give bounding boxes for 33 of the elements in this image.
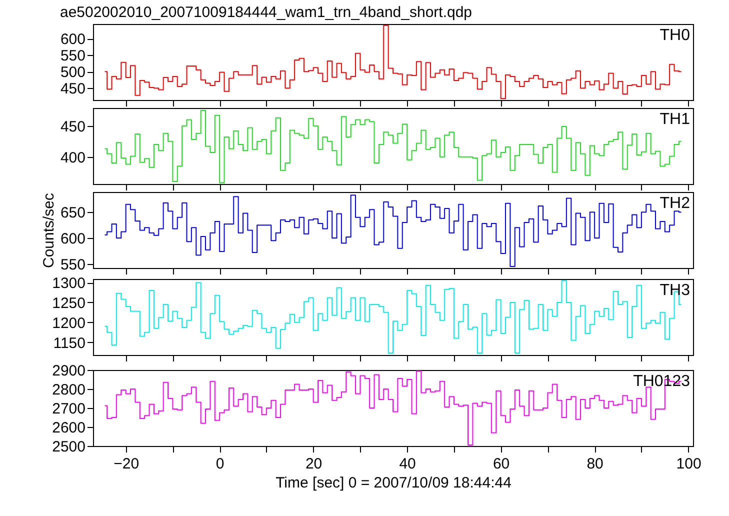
y-tick-label: 450 <box>60 80 86 98</box>
y-tick-label: 550 <box>60 48 86 65</box>
x-tick-label: 80 <box>586 456 604 472</box>
y-tick-label: 550 <box>60 256 86 274</box>
x-tick-label: 100 <box>676 456 702 472</box>
x-tick-label: 40 <box>399 456 416 472</box>
y-tick-label: 2600 <box>52 420 86 436</box>
y-tick-label: 600 <box>60 31 86 48</box>
y-tick-label: 400 <box>60 149 86 166</box>
series-label: TH0123 <box>633 373 690 390</box>
y-tick-label: 600 <box>60 230 86 248</box>
x-axis-title: Time [sec] 0 = 2007/10/09 18:44:44 <box>276 474 512 492</box>
y-tick-label: 2900 <box>52 362 86 380</box>
series-label: TH0 <box>660 27 690 44</box>
y-tick-label: 2700 <box>52 400 86 418</box>
y-tick-label: 2800 <box>52 382 86 398</box>
series-label: TH2 <box>660 195 690 212</box>
y-tick-label: 500 <box>60 64 86 82</box>
y-tick-label: 1200 <box>52 314 86 332</box>
y-tick-label: 1150 <box>53 334 86 352</box>
series-label: TH1 <box>660 111 690 128</box>
x-tick-label: 60 <box>492 456 510 472</box>
y-tick-label: 1300 <box>52 275 86 292</box>
y-tick-label: 450 <box>60 118 86 136</box>
y-tick-label: 650 <box>60 204 86 222</box>
x-tick-label: 0 <box>216 456 224 472</box>
series-label: TH3 <box>660 282 690 299</box>
y-axis-title: Counts/sec <box>40 192 58 268</box>
x-tick-label: −20 <box>114 456 140 472</box>
y-tick-label: 2500 <box>52 438 86 456</box>
chart-title: ae502002010_20071009184444_wam1_trn_4band_short.qdp <box>60 4 472 21</box>
x-tick-label: 20 <box>305 456 322 472</box>
y-tick-label: 1250 <box>52 294 86 312</box>
